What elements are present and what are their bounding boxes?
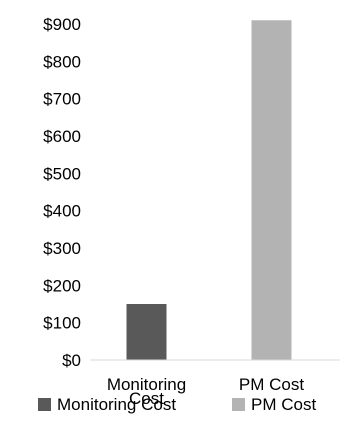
y-tick-label-2: $200 (43, 276, 81, 295)
category-labels: Monitoring Cost PM Cost (107, 375, 305, 408)
legend-entry-pm-cost: PM Cost (232, 395, 316, 414)
legend-entry-monitoring-cost: Monitoring Cost (38, 395, 176, 414)
y-tick-label-7: $700 (43, 90, 81, 109)
y-axis: $0 $100 $200 $300 $400 $500 $600 $700 $800 $900 (43, 15, 81, 370)
bar-pm-cost (251, 20, 292, 361)
y-tick-label-4: $400 (43, 202, 81, 221)
y-tick-label-5: $500 (43, 164, 81, 183)
y-tick-label-6: $600 (43, 127, 81, 146)
bars (126, 20, 292, 361)
category-label-pm-cost: PM Cost (239, 375, 304, 394)
legend-label-pm-cost: PM Cost (251, 395, 316, 414)
y-tick-label-0: $0 (62, 351, 81, 370)
legend-swatch-pm-cost (232, 398, 245, 411)
y-tick-label-9: $900 (43, 15, 81, 34)
bar-monitoring-cost (126, 304, 167, 360)
legend-label-monitoring-cost: Monitoring Cost (57, 395, 176, 414)
legend-swatch-monitoring-cost (38, 398, 51, 411)
y-tick-label-8: $800 (43, 52, 81, 71)
y-tick-label-3: $300 (43, 239, 81, 258)
category-label-monitoring-cost: Monitoring Cost (107, 375, 186, 408)
legend: Monitoring Cost PM Cost (38, 395, 316, 414)
y-tick-label-1: $100 (43, 314, 81, 333)
